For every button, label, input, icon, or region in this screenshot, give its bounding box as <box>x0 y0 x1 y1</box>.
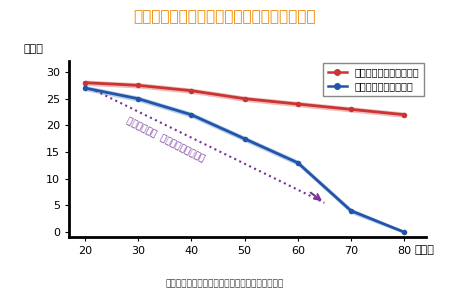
Text: （参考：「これでなくせる歯の悩み」健康双書）: （参考：「これでなくせる歯の悩み」健康双書） <box>166 280 284 289</box>
Text: ～年代別・歯科医院のかかり方と現存歯数～: ～年代別・歯科医院のかかり方と現存歯数～ <box>134 9 316 24</box>
Text: むし歯の発症  歯周病の再発・進行: むし歯の発症 歯周病の再発・進行 <box>126 116 207 163</box>
Legend: 定期チェックを受けた人, 症状のある時だけ受診: 定期チェックを受けた人, 症状のある時だけ受診 <box>323 63 424 96</box>
Text: （歳）: （歳） <box>415 245 435 255</box>
Y-axis label: （本）: （本） <box>23 44 43 54</box>
